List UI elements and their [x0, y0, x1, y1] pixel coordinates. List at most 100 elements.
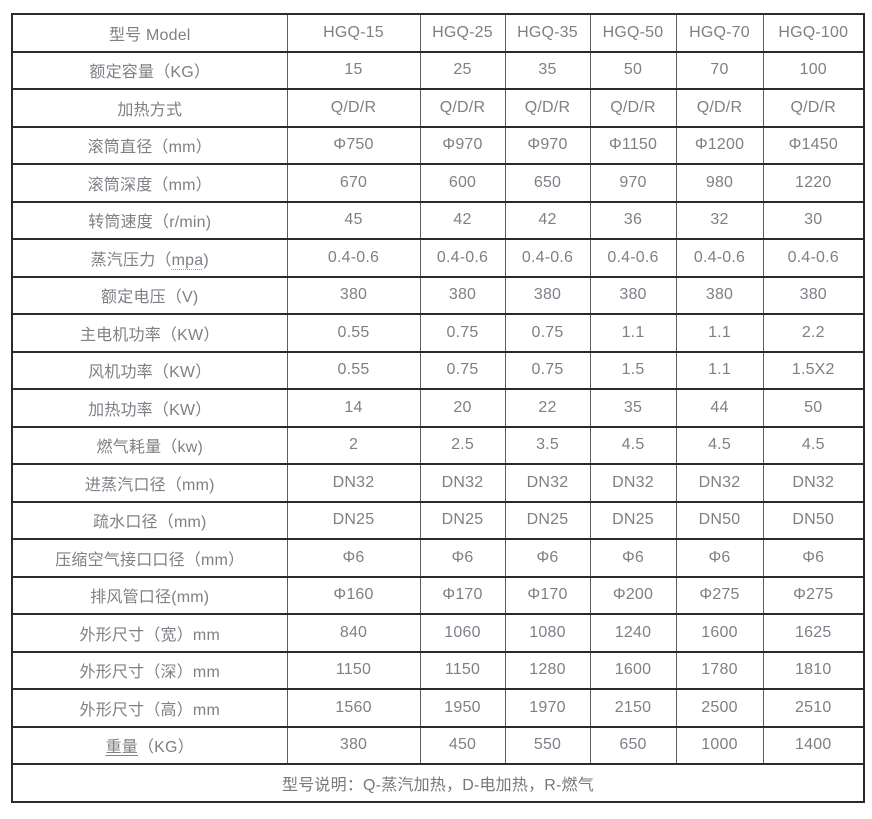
model-header-cell: HGQ-70 [675, 13, 764, 53]
value-cell: 980 [675, 163, 764, 203]
value-cell: 30 [762, 200, 865, 240]
value-cell: 0.4-0.6 [419, 238, 506, 278]
model-header-cell: HGQ-50 [589, 13, 677, 53]
value-cell: Q/D/R [589, 88, 677, 128]
underlined-text: mpa [171, 251, 204, 269]
value-cell: 1950 [419, 688, 506, 728]
table-row: 外形尺寸（深）mm 1150 1150 1280 1600 1780 1810 [11, 650, 865, 690]
table-row: 加热功率（KW） 14 20 22 35 44 50 [11, 388, 865, 428]
value-cell: 0.4-0.6 [286, 238, 421, 278]
value-cell: 1280 [504, 650, 591, 690]
row-label-cell: 外形尺寸（宽）mm [11, 613, 288, 653]
value-cell: Φ6 [419, 538, 506, 578]
value-cell: Φ275 [762, 575, 865, 615]
value-cell: 1150 [419, 650, 506, 690]
value-cell: 32 [675, 200, 764, 240]
value-cell: 2.5 [419, 425, 506, 465]
table-row: 风机功率（KW） 0.55 0.75 0.75 1.5 1.1 1.5X2 [11, 350, 865, 390]
value-cell: 600 [419, 163, 506, 203]
model-header-cell: HGQ-35 [504, 13, 591, 53]
value-cell: 2.2 [762, 313, 865, 353]
value-cell: 15 [286, 50, 421, 90]
value-cell: DN32 [762, 463, 865, 503]
value-cell: Q/D/R [762, 88, 865, 128]
value-cell: DN32 [504, 463, 591, 503]
value-cell: 35 [504, 50, 591, 90]
table-row: 额定容量（KG） 15 25 35 50 70 100 [11, 50, 865, 90]
value-cell: 0.4-0.6 [762, 238, 865, 278]
value-cell: 45 [286, 200, 421, 240]
value-cell: 380 [286, 725, 421, 765]
table-row: 压缩空气接口口径（mm） Φ6 Φ6 Φ6 Φ6 Φ6 Φ6 [11, 538, 865, 578]
value-cell: 550 [504, 725, 591, 765]
model-header-cell: HGQ-15 [286, 13, 421, 53]
value-cell: 1625 [762, 613, 865, 653]
value-cell: 2500 [675, 688, 764, 728]
value-cell: Φ1150 [589, 125, 677, 165]
value-cell: 1150 [286, 650, 421, 690]
value-cell: 970 [589, 163, 677, 203]
row-label-cell: 燃气耗量（kw) [11, 425, 288, 465]
value-cell: 0.4-0.6 [675, 238, 764, 278]
value-cell: 380 [504, 275, 591, 315]
row-label-cell: 额定电压（V) [11, 275, 288, 315]
value-cell: 1220 [762, 163, 865, 203]
table-row: 蒸汽压力（mpa) 0.4-0.6 0.4-0.6 0.4-0.6 0.4-0.6 0.4… [11, 238, 865, 278]
row-label-cell: 压缩空气接口口径（mm） [11, 538, 288, 578]
value-cell: Φ160 [286, 575, 421, 615]
spec-table-body: 型号 Model HGQ-15 HGQ-25 HGQ-35 HGQ-50 HGQ-70 HG… [11, 13, 865, 803]
table-row: 主电机功率（KW） 0.55 0.75 0.75 1.1 1.1 2.2 [11, 313, 865, 353]
value-cell: Φ6 [504, 538, 591, 578]
value-cell: DN50 [675, 500, 764, 540]
value-cell: 100 [762, 50, 865, 90]
value-cell: 1240 [589, 613, 677, 653]
table-row: 排风管口径(mm) Φ160 Φ170 Φ170 Φ200 Φ275 Φ275 [11, 575, 865, 615]
value-cell: 4.5 [589, 425, 677, 465]
table-row: 滚筒深度（mm） 670 600 650 970 980 1220 [11, 163, 865, 203]
value-cell: Φ6 [762, 538, 865, 578]
value-cell: Φ6 [589, 538, 677, 578]
value-cell: 1970 [504, 688, 591, 728]
row-label-cell: 加热方式 [11, 88, 288, 128]
value-cell: 1.5X2 [762, 350, 865, 390]
row-label-cell: 转筒速度（r/min) [11, 200, 288, 240]
footer-note: 型号说明：Q-蒸汽加热，D-电加热，R-燃气 [11, 763, 865, 803]
table-row: 加热方式 Q/D/R Q/D/R Q/D/R Q/D/R Q/D/R Q/D/R [11, 88, 865, 128]
value-cell: 3.5 [504, 425, 591, 465]
value-cell: 1400 [762, 725, 865, 765]
value-cell: Q/D/R [504, 88, 591, 128]
model-header-cell: HGQ-25 [419, 13, 506, 53]
value-cell: 14 [286, 388, 421, 428]
value-cell: DN32 [419, 463, 506, 503]
value-cell: 0.4-0.6 [589, 238, 677, 278]
value-cell: 650 [589, 725, 677, 765]
value-cell: 1600 [589, 650, 677, 690]
value-cell: 0.55 [286, 350, 421, 390]
value-cell: Q/D/R [675, 88, 764, 128]
value-cell: 380 [286, 275, 421, 315]
value-cell: 650 [504, 163, 591, 203]
value-cell: 0.75 [504, 350, 591, 390]
spec-table: 型号 Model HGQ-15 HGQ-25 HGQ-35 HGQ-50 HGQ-70 HG… [11, 13, 865, 803]
value-cell: 450 [419, 725, 506, 765]
value-cell: 1810 [762, 650, 865, 690]
value-cell: Φ275 [675, 575, 764, 615]
table-row: 重量（KG） 380 450 550 650 1000 1400 [11, 725, 865, 765]
value-cell: 0.75 [419, 350, 506, 390]
value-cell: 1.1 [675, 350, 764, 390]
row-label-cell: 疏水口径（mm) [11, 500, 288, 540]
value-cell: Φ6 [675, 538, 764, 578]
value-cell: 0.55 [286, 313, 421, 353]
underlined-text: 重量 [105, 739, 138, 757]
header-label-cell: 型号 Model [11, 13, 288, 53]
table-row: 燃气耗量（kw) 2 2.5 3.5 4.5 4.5 4.5 [11, 425, 865, 465]
table-row: 额定电压（V) 380 380 380 380 380 380 [11, 275, 865, 315]
value-cell: 0.75 [504, 313, 591, 353]
value-cell: 1000 [675, 725, 764, 765]
header-row: 型号 Model HGQ-15 HGQ-25 HGQ-35 HGQ-50 HGQ-70 HG… [11, 13, 865, 53]
row-label-cell: 加热功率（KW） [11, 388, 288, 428]
value-cell: Φ200 [589, 575, 677, 615]
value-cell: 380 [589, 275, 677, 315]
value-cell: 70 [675, 50, 764, 90]
